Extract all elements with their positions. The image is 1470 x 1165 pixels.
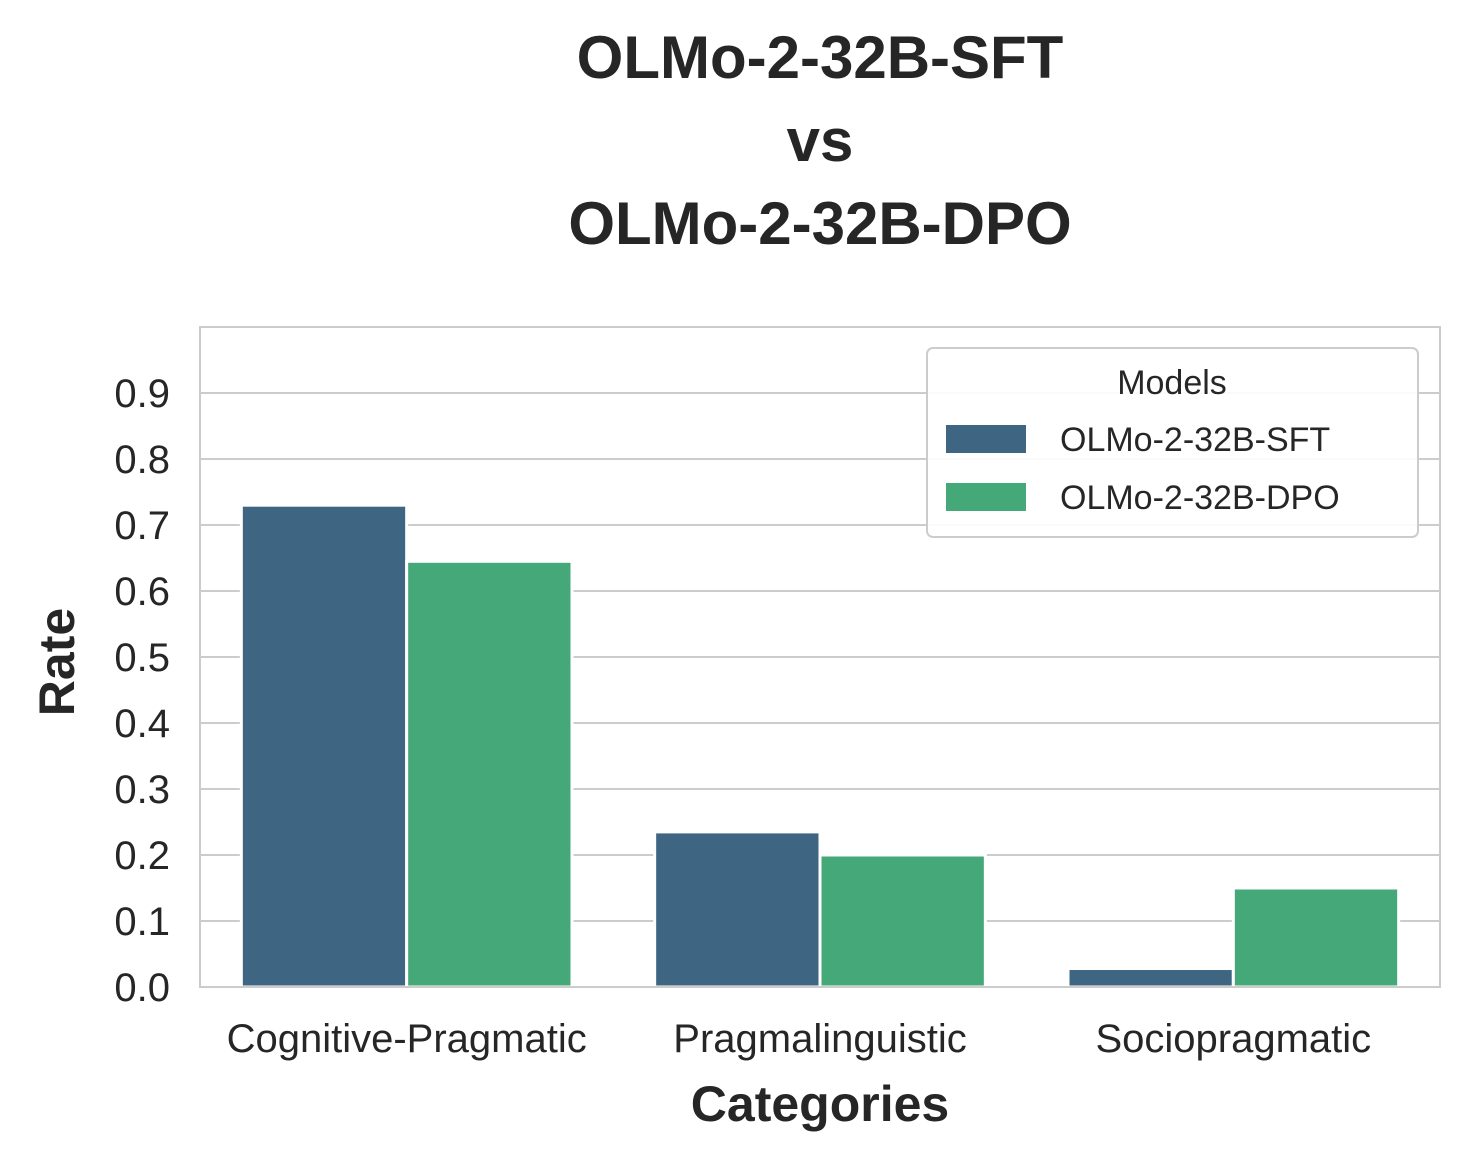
chart-title: OLMo-2-32B-SFT vs OLMo-2-32B-DPO: [568, 24, 1071, 257]
legend-title: Models: [1117, 364, 1227, 402]
x-axis-title: Categories: [691, 1076, 949, 1132]
x-tick-label: Cognitive-Pragmatic: [227, 1017, 587, 1061]
y-tick-label: 0.6: [114, 570, 170, 614]
y-tick-labels: 0.0 0.1 0.2 0.3 0.4 0.5 0.6 0.7 0.8 0.9: [114, 372, 170, 1010]
bar-olmo-2-32b-sft-cognitive-pragmatic: [239, 503, 409, 989]
y-tick-label: 0.5: [114, 636, 170, 680]
y-tick-label: 0.8: [114, 438, 170, 482]
bar-olmo-2-32b-sft-sociopragmatic: [1066, 967, 1235, 989]
bar-olmo-2-32b-dpo-sociopragmatic: [1231, 886, 1401, 989]
bar-olmo-2-32b-dpo-cognitive-pragmatic: [405, 559, 574, 989]
legend-box: [926, 347, 1419, 538]
y-axis-title: Rate: [29, 608, 85, 716]
y-tick-label: 0.2: [114, 834, 170, 878]
y-tick-label: 0.0: [114, 966, 170, 1010]
legend-swatch: [946, 425, 1026, 453]
legend-label: OLMo-2-32B-DPO: [1060, 479, 1340, 517]
chart-title-line-3: OLMo-2-32B-DPO: [568, 190, 1071, 257]
chart-title-line-1: OLMo-2-32B-SFT: [577, 24, 1064, 91]
y-tick-label: 0.9: [114, 372, 170, 416]
x-tick-label: Sociopragmatic: [1095, 1017, 1371, 1061]
legend-items: OLMo-2-32B-SFT OLMo-2-32B-DPO: [946, 421, 1340, 517]
y-tick-label: 0.1: [114, 900, 170, 944]
chart-title-line-2: vs: [787, 107, 854, 174]
legend: Models OLMo-2-32B-SFT OLMo-2-32B-DPO: [926, 347, 1419, 538]
y-tick-label: 0.4: [114, 702, 170, 746]
bar-olmo-2-32b-sft-pragmalinguistic: [653, 830, 822, 989]
bars: [239, 503, 1401, 989]
legend-label: OLMo-2-32B-SFT: [1060, 421, 1330, 459]
bar-olmo-2-32b-dpo-pragmalinguistic: [818, 853, 987, 989]
y-tick-label: 0.7: [114, 504, 170, 548]
legend-swatch: [946, 483, 1026, 511]
x-tick-labels: Cognitive-Pragmatic Pragmalinguistic Socio…: [227, 1017, 1372, 1061]
plot-frame: [199, 326, 1441, 988]
x-tick-label: Pragmalinguistic: [673, 1017, 966, 1061]
y-tick-label: 0.3: [114, 768, 170, 812]
